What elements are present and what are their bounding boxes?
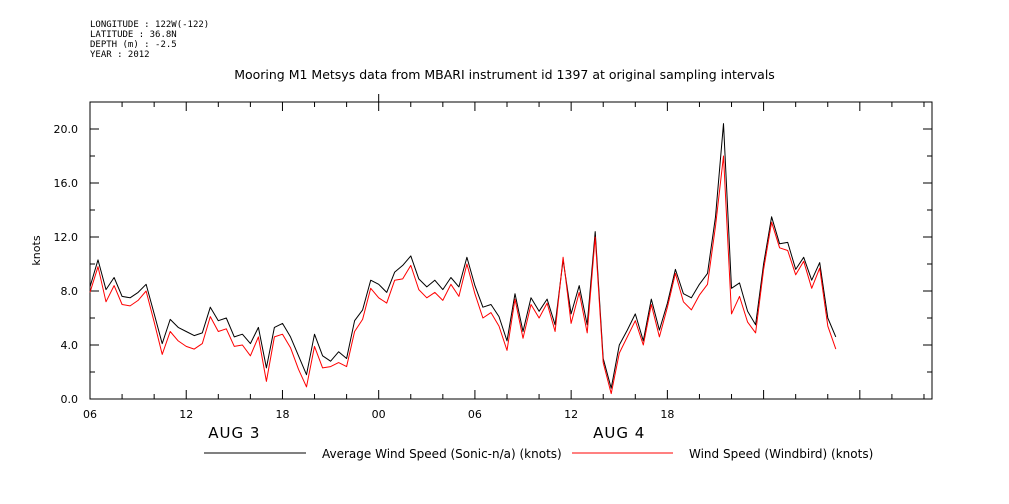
plot-axes: 0.0 4.0 8.0 12.0 16.0 20.0 knots 06 12 18 00 06 12 18… bbox=[30, 94, 933, 442]
x-tick-label: 06 bbox=[468, 408, 482, 421]
legend-label-2: Wind Speed (Windbird) (knots) bbox=[689, 447, 873, 461]
y-tick-label: 12.0 bbox=[54, 231, 79, 244]
x-tick-label: 18 bbox=[275, 408, 289, 421]
y-tick-label: 8.0 bbox=[61, 285, 79, 298]
longitude-label: LONGITUDE : 122W(-122) bbox=[90, 20, 210, 30]
location-header: LONGITUDE : 122W(-122) LATITUDE : 36.8N … bbox=[90, 20, 209, 60]
series-line-2 bbox=[89, 155, 837, 395]
chart-title: Mooring M1 Metsys data from MBARI instru… bbox=[234, 67, 775, 82]
y-tick-label: 4.0 bbox=[61, 339, 79, 352]
x-tick-label: 12 bbox=[564, 408, 578, 421]
legend: Average Wind Speed (Sonic-n/a) (knots) Wi… bbox=[204, 447, 873, 461]
x-tick-label: 06 bbox=[83, 408, 97, 421]
series-layer bbox=[89, 123, 837, 395]
legend-label-1: Average Wind Speed (Sonic-n/a) (knots) bbox=[322, 447, 562, 461]
latitude-label: LATITUDE : 36.8N bbox=[90, 30, 177, 40]
y-tick-label: 0.0 bbox=[61, 393, 79, 406]
x-tick-label: 12 bbox=[179, 408, 193, 421]
year-label: YEAR : 2012 bbox=[90, 50, 150, 60]
depth-label: DEPTH (m) : -2.5 bbox=[90, 40, 177, 50]
series-line-1 bbox=[89, 123, 837, 389]
y-tick-label: 16.0 bbox=[54, 177, 79, 190]
y-tick-label: 20.0 bbox=[54, 123, 79, 136]
plot-frame bbox=[89, 101, 933, 400]
x-tick-label: 00 bbox=[372, 408, 386, 421]
date-label: AUG 3 bbox=[208, 424, 260, 442]
x-tick-label: 18 bbox=[660, 408, 674, 421]
date-label: AUG 4 bbox=[593, 424, 645, 442]
y-axis-label: knots bbox=[30, 235, 43, 265]
